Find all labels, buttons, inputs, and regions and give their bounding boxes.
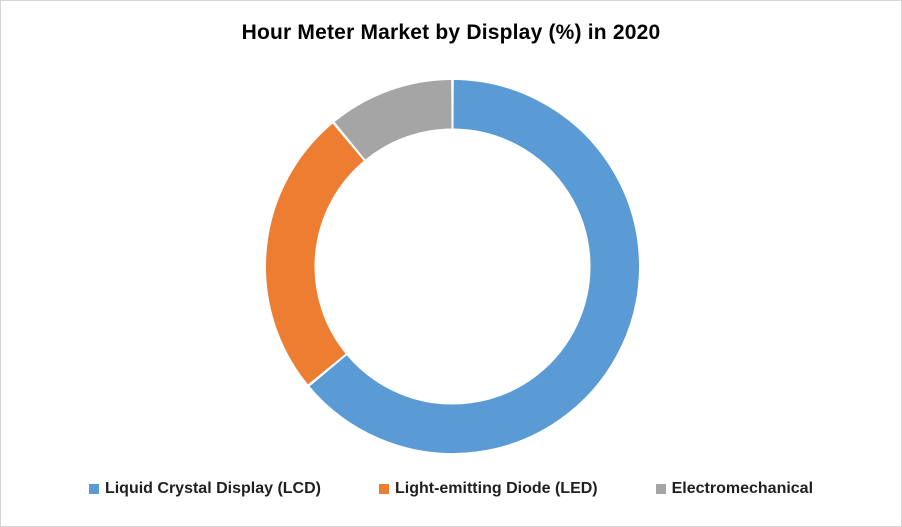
legend-swatch-liquid-crystal-display-lcd bbox=[88, 484, 99, 494]
donut-segment-light-emitting-diode-led bbox=[266, 123, 365, 385]
donut-segment-liquid-crystal-display-lcd bbox=[309, 80, 639, 453]
legend-swatch-light-emitting-diode-led bbox=[378, 484, 389, 494]
legend-label-electromechanical: Electromechanical bbox=[671, 480, 814, 497]
legend-item-light-emitting-diode-led: Light-emitting Diode (LED) bbox=[378, 480, 598, 498]
legend-label-liquid-crystal-display-lcd: Liquid Crystal Display (LCD) bbox=[104, 480, 321, 497]
chart-legend: Liquid Crystal Display (LCD) Light-emitti… bbox=[1, 480, 901, 498]
legend-item-liquid-crystal-display-lcd: Liquid Crystal Display (LCD) bbox=[88, 480, 321, 498]
legend-item-electromechanical: Electromechanical bbox=[655, 480, 814, 498]
donut-segment-electromechanical bbox=[334, 80, 453, 160]
chart-title: Hour Meter Market by Display (%) in 2020 bbox=[241, 21, 661, 44]
legend-swatch-electromechanical bbox=[655, 484, 666, 494]
legend-label-light-emitting-diode-led: Light-emitting Diode (LED) bbox=[394, 480, 598, 497]
donut-segments bbox=[266, 80, 639, 453]
